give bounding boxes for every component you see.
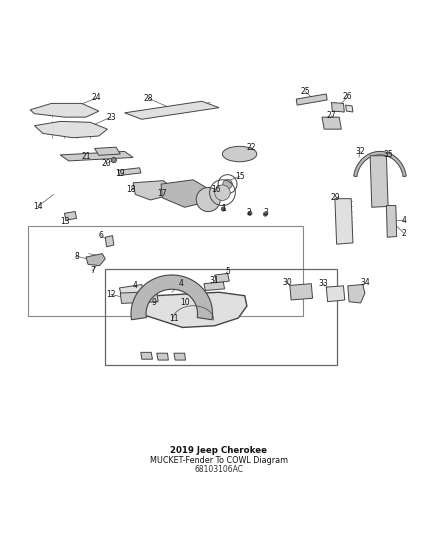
Text: 17: 17 [158,189,167,198]
Polygon shape [346,105,353,112]
Polygon shape [296,94,327,105]
Bar [28,225,303,316]
Text: 10: 10 [180,298,190,307]
Circle shape [215,185,230,200]
Text: 28: 28 [143,94,153,103]
Text: 18: 18 [126,185,136,193]
Text: 12: 12 [106,290,116,299]
Polygon shape [95,147,120,155]
Circle shape [221,207,226,211]
Text: 6: 6 [99,231,103,240]
Text: 30: 30 [282,278,292,287]
Polygon shape [386,206,397,237]
Polygon shape [118,168,141,175]
Text: 33: 33 [318,279,328,288]
Polygon shape [124,101,219,119]
Text: 13: 13 [60,216,70,225]
Text: 11: 11 [169,313,179,322]
Polygon shape [133,181,172,200]
Circle shape [263,212,268,216]
Text: 20: 20 [102,159,111,168]
Text: 9: 9 [151,298,156,308]
Text: 2: 2 [247,208,251,217]
Polygon shape [326,286,345,302]
Circle shape [196,188,220,212]
Text: 16: 16 [211,185,220,193]
Text: 7: 7 [90,266,95,275]
Text: MUCKET-Fender To COWL Diagram: MUCKET-Fender To COWL Diagram [150,456,288,465]
Polygon shape [120,285,144,296]
Text: 23: 23 [106,112,116,122]
Polygon shape [35,122,107,138]
Text: 4: 4 [133,281,138,290]
Text: 15: 15 [235,172,244,181]
Polygon shape [174,353,186,360]
Polygon shape [322,117,341,129]
Text: 21: 21 [81,152,91,161]
Text: 3: 3 [263,208,268,217]
Polygon shape [30,103,99,117]
Polygon shape [370,156,388,207]
Polygon shape [157,353,168,360]
Polygon shape [353,151,406,176]
Polygon shape [215,273,230,283]
Polygon shape [105,236,114,247]
Text: 24: 24 [92,93,102,102]
Text: 26: 26 [343,92,353,101]
Text: 14: 14 [33,202,42,211]
Polygon shape [332,102,344,112]
Text: 22: 22 [247,143,256,152]
Text: 25: 25 [300,87,310,96]
Polygon shape [161,180,210,207]
Polygon shape [204,282,225,290]
Polygon shape [120,292,158,303]
Text: 68103106AC: 68103106AC [194,465,244,474]
Text: 29: 29 [330,193,340,203]
Text: 8: 8 [74,252,79,261]
Ellipse shape [223,147,257,161]
Polygon shape [131,275,212,320]
Text: 32: 32 [355,147,364,156]
Text: 27: 27 [327,111,336,120]
Text: 2: 2 [401,229,406,238]
Polygon shape [290,284,313,300]
Text: 1: 1 [221,204,226,213]
Text: 35: 35 [384,150,393,158]
Text: 4: 4 [179,279,184,288]
Circle shape [223,180,232,189]
Polygon shape [348,285,365,303]
Circle shape [111,157,117,163]
Text: 4: 4 [401,216,406,224]
Text: 5: 5 [225,267,230,276]
Bar [105,269,337,365]
Polygon shape [141,352,152,359]
Polygon shape [138,292,247,327]
Polygon shape [86,254,105,265]
Text: 31: 31 [210,276,219,285]
Text: 34: 34 [360,278,370,287]
Text: 19: 19 [116,169,125,178]
Polygon shape [60,151,133,161]
Circle shape [248,211,252,215]
Text: 2019 Jeep Cherokee: 2019 Jeep Cherokee [170,446,268,455]
Polygon shape [64,212,77,220]
Polygon shape [335,199,353,244]
